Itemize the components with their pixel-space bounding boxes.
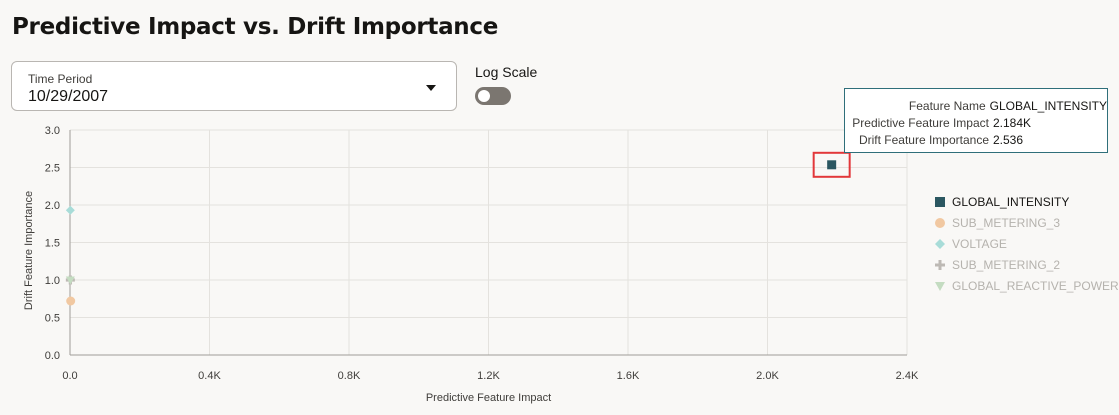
y-tick-label: 2.0 [45,200,60,212]
legend-label: GLOBAL_REACTIVE_POWER [952,279,1119,293]
time-period-select[interactable]: Time Period 10/29/2007 [11,61,457,111]
toggle-knob [478,90,490,102]
legend-item-voltage[interactable]: VOLTAGE [934,236,1119,257]
y-tick-label: 0.0 [45,350,60,362]
x-tick-label: 1.6K [617,370,640,382]
data-point-voltage[interactable] [65,205,75,215]
tooltip-row-drift-importance: Drift Feature Importance 2.536 [845,131,1107,148]
legend-item-sub-metering-3[interactable]: SUB_METERING_3 [934,215,1119,236]
legend-label: SUB_METERING_3 [952,216,1061,230]
tooltip-key: Feature Name [908,98,986,113]
tooltip-value: 2.536 [993,132,1024,147]
data-point-global-reactive-power[interactable] [65,276,75,285]
y-tick-label: 1.5 [45,238,60,250]
x-tick-label: 1.2K [477,370,500,382]
x-tick-label: 0.4K [198,370,221,382]
triangle-down-marker-icon [935,282,945,291]
x-tick-label: 2.4K [896,370,919,382]
log-scale-toggle[interactable] [475,87,511,105]
data-point-global-intensity[interactable] [827,160,837,170]
x-tick-label: 0.8K [338,370,361,382]
time-period-value: 10/29/2007 [28,88,109,105]
y-axis-title: Drift Feature Importance [23,191,35,310]
tooltip-key: Drift Feature Importance [858,132,989,147]
tooltip-value: 2.184K [993,115,1032,130]
tooltip-row-predictive-impact: Predictive Feature Impact 2.184K [845,114,1107,131]
legend-item-global-reactive-power[interactable]: GLOBAL_REACTIVE_POWER [934,278,1119,299]
y-tick-label: 2.5 [45,163,60,175]
page-title: Predictive Impact vs. Drift Importance [12,14,499,40]
time-period-label: Time Period [28,72,93,86]
x-axis-title: Predictive Feature Impact [426,392,551,404]
selected-point-highlight [812,151,851,178]
legend-item-sub-metering-2[interactable]: SUB_METERING_2 [934,257,1119,278]
tooltip-key: Predictive Feature Impact [852,115,989,130]
plus-marker-icon [935,260,945,270]
circle-marker-icon [935,218,945,228]
legend-label: SUB_METERING_2 [952,258,1061,272]
chart-legend: GLOBAL_INTENSITY SUB_METERING_3 VOLTAGE SUB… [934,194,1119,299]
y-tick-label: 3.0 [45,125,60,137]
data-tooltip: Feature Name GLOBAL_INTENSITY Predictive… [844,88,1108,153]
x-tick-label: 2.0K [756,370,779,382]
tooltip-row-feature-name: Feature Name GLOBAL_INTENSITY [845,97,1107,114]
square-marker-icon [935,197,945,207]
data-point-sub-metering-3[interactable] [66,296,76,306]
legend-label: GLOBAL_INTENSITY [952,195,1070,209]
log-scale-label: Log Scale [475,64,538,80]
y-tick-label: 1.0 [45,275,60,287]
x-tick-label: 0.0 [62,370,77,382]
legend-label: VOLTAGE [952,237,1007,251]
chevron-down-icon[interactable] [426,85,436,91]
diamond-marker-icon [935,239,945,249]
legend-item-global-intensity[interactable]: GLOBAL_INTENSITY [934,194,1119,215]
y-tick-label: 0.5 [45,313,60,325]
tooltip-value: GLOBAL_INTENSITY [989,98,1107,113]
